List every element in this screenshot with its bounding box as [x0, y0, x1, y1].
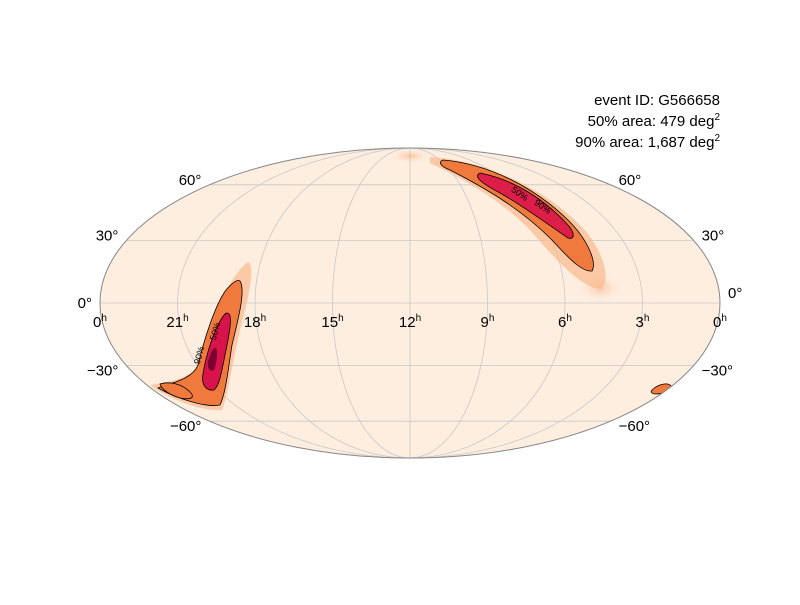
meridian-line — [332, 148, 411, 458]
meridian-line — [409, 148, 643, 458]
north-region: 50% 90% — [430, 157, 606, 289]
dec-tick-label-right: −60° — [619, 418, 650, 435]
area-50-unit: deg — [689, 113, 715, 130]
south-label-50: 50% — [208, 321, 222, 341]
dec-tick-label-left: 0° — [78, 295, 92, 312]
meridian-line — [177, 148, 411, 458]
dec-tick-label-left: 30° — [96, 227, 119, 244]
area-50-line: 50% area: 479 deg2 — [588, 112, 720, 132]
dec-tick-label-right: 0° — [728, 285, 742, 302]
dec-tick-label-right: 60° — [619, 172, 642, 189]
meridian-line — [409, 148, 488, 458]
south-region: 50% 90% — [150, 262, 252, 411]
dec-tick-label-right: −30° — [702, 363, 733, 380]
south-tail-contour — [159, 382, 193, 400]
area-90-unit: deg — [689, 134, 715, 151]
area-90-unit-exp: 2 — [714, 133, 720, 144]
event-id-prefix: event ID: — [594, 92, 659, 109]
north-contour-50 — [477, 172, 574, 239]
area-90-prefix: 90% area: — [575, 134, 648, 151]
north-contour-90 — [439, 159, 594, 272]
area-90-value: 1,687 — [647, 134, 686, 151]
dec-tick-label-right: 30° — [702, 227, 725, 244]
sky-outline — [99, 147, 721, 459]
south-label-90: 90% — [192, 345, 206, 365]
area-50-unit-exp: 2 — [714, 112, 720, 123]
area-90-line: 90% area: 1,687 deg2 — [575, 133, 720, 153]
dec-tick-label-left: −60° — [170, 418, 201, 435]
area-50-prefix: 50% area: — [587, 113, 661, 130]
event-id-line: event ID: G566658 — [594, 91, 720, 111]
dec-tick-label-left: 60° — [179, 172, 202, 189]
event-id-value: G566658 — [658, 92, 720, 109]
probability-regions: 50% 90% 50% 90% — [150, 148, 672, 411]
coordinate-grid — [100, 148, 720, 458]
dec-tick-label-left: −30° — [87, 363, 118, 380]
north-halo — [430, 157, 606, 289]
south-peak — [207, 347, 218, 371]
meridian-line — [254, 148, 411, 458]
haze-top — [388, 148, 432, 164]
ra-tick-label: 0h — [713, 313, 727, 331]
area-50-value: 479 — [660, 113, 686, 130]
